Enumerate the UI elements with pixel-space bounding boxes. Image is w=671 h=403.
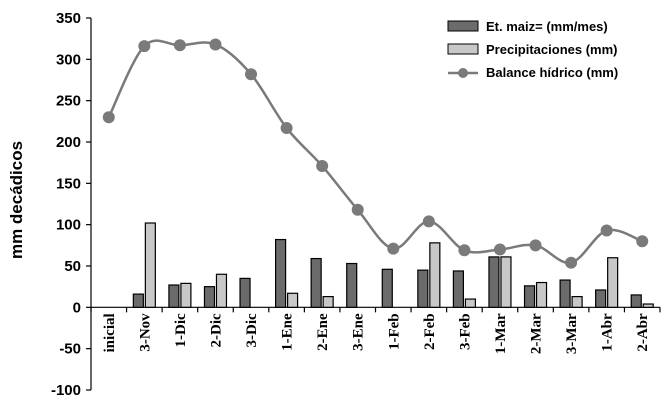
bar-et-maiz xyxy=(239,277,251,308)
bar-precipitaciones xyxy=(429,242,441,308)
bar-et-maiz xyxy=(381,268,393,308)
bar-precipitaciones xyxy=(464,298,477,308)
bar-precipitaciones xyxy=(571,295,583,308)
balance-point xyxy=(458,244,471,257)
bar-precipitaciones xyxy=(642,303,654,308)
x-tick-label: 1-Abr xyxy=(600,313,616,352)
x-tick-label: 1-Feb xyxy=(386,313,402,350)
balance-line xyxy=(107,39,643,264)
x-tick-label: 2-Dic xyxy=(208,313,224,347)
balance-point xyxy=(351,203,364,216)
bar-et-maiz xyxy=(310,257,322,308)
bar-et-maiz xyxy=(488,256,500,308)
x-tick-label: 2-Feb xyxy=(422,313,438,350)
legend-swatch-marker xyxy=(458,68,468,78)
y-tick-label: 250 xyxy=(56,93,81,110)
bar-precipitaciones xyxy=(180,282,192,308)
bar-et-maiz xyxy=(168,284,180,308)
balance-point xyxy=(529,239,542,252)
bar-precipitaciones xyxy=(215,273,228,308)
bar-precipitaciones xyxy=(535,281,548,308)
legend-label: Precipitaciones (mm) xyxy=(486,42,618,57)
y-tick-label: 50 xyxy=(64,258,81,275)
balance-point xyxy=(173,39,186,52)
balance-point xyxy=(493,243,506,256)
balance-point xyxy=(245,68,258,81)
x-tick-label: inicial xyxy=(102,313,118,352)
balance-point xyxy=(280,121,293,134)
legend-swatch xyxy=(447,20,479,32)
bar-et-maiz xyxy=(595,289,607,308)
y-tick-label: 300 xyxy=(56,51,81,68)
balance-point xyxy=(138,40,151,53)
y-tick-label: 150 xyxy=(56,175,81,192)
y-axis-label: mm decádicos xyxy=(7,141,26,259)
bar-et-maiz xyxy=(274,238,287,308)
bar-precipitaciones xyxy=(144,222,156,308)
x-tick-label: 2-Abr xyxy=(635,313,651,352)
y-tick-label: 200 xyxy=(56,134,81,151)
bar-et-maiz xyxy=(132,293,144,308)
legend-label: Balance hídrico (mm) xyxy=(486,65,618,80)
balance-point xyxy=(387,242,400,255)
balance-point xyxy=(316,159,329,172)
x-tick-label: 1-Ene xyxy=(280,313,296,351)
y-tick-label: 0 xyxy=(73,299,81,316)
bar-et-maiz xyxy=(417,269,429,308)
balance-point xyxy=(102,111,115,124)
bar-precipitaciones xyxy=(607,257,619,308)
axes-layer: -100 -50 0 50 100 150 200 250 300 350 inicial 3-Nov… xyxy=(51,10,661,399)
bar-precipitaciones xyxy=(500,256,512,308)
y-tick-label: 100 xyxy=(56,217,81,234)
bar-et-maiz xyxy=(559,279,571,308)
legend-label: Et. maiz= (mm/mes) xyxy=(486,19,608,34)
bar-et-maiz xyxy=(346,262,358,308)
bar-precipitaciones xyxy=(286,292,299,308)
y-tick-label: -100 xyxy=(51,382,81,399)
bar-et-maiz xyxy=(452,270,465,308)
x-tick-label: 1-Mar xyxy=(493,313,509,354)
legend: Et. maiz= (mm/mes) Precipitaciones (mm) Ba… xyxy=(447,19,618,80)
x-tick-label: 3-Ene xyxy=(351,313,367,351)
x-tick-label: 1-Dic xyxy=(173,313,189,347)
balance-point xyxy=(209,38,222,51)
balance-point xyxy=(422,215,435,228)
bars-layer xyxy=(132,222,654,308)
balance-point xyxy=(636,235,649,248)
bar-et-maiz xyxy=(630,294,642,308)
balance-point xyxy=(565,256,578,269)
x-tick-label: 2-Mar xyxy=(529,313,545,354)
x-tick-label: 2-Ene xyxy=(315,313,331,351)
x-tick-label: 3-Nov xyxy=(137,313,153,352)
balance-point xyxy=(600,224,613,237)
bar-et-maiz xyxy=(523,285,536,308)
x-tick-label: 3-Mar xyxy=(564,313,580,354)
x-tick-label: 3-Dic xyxy=(244,313,260,347)
bar-et-maiz xyxy=(203,286,216,308)
balance-line-layer xyxy=(102,38,649,269)
legend-swatch xyxy=(447,43,479,55)
x-tick-label: 3-Feb xyxy=(457,313,473,350)
bar-precipitaciones xyxy=(322,295,334,308)
y-tick-label: 350 xyxy=(56,10,81,27)
y-tick-label: -50 xyxy=(59,341,81,358)
